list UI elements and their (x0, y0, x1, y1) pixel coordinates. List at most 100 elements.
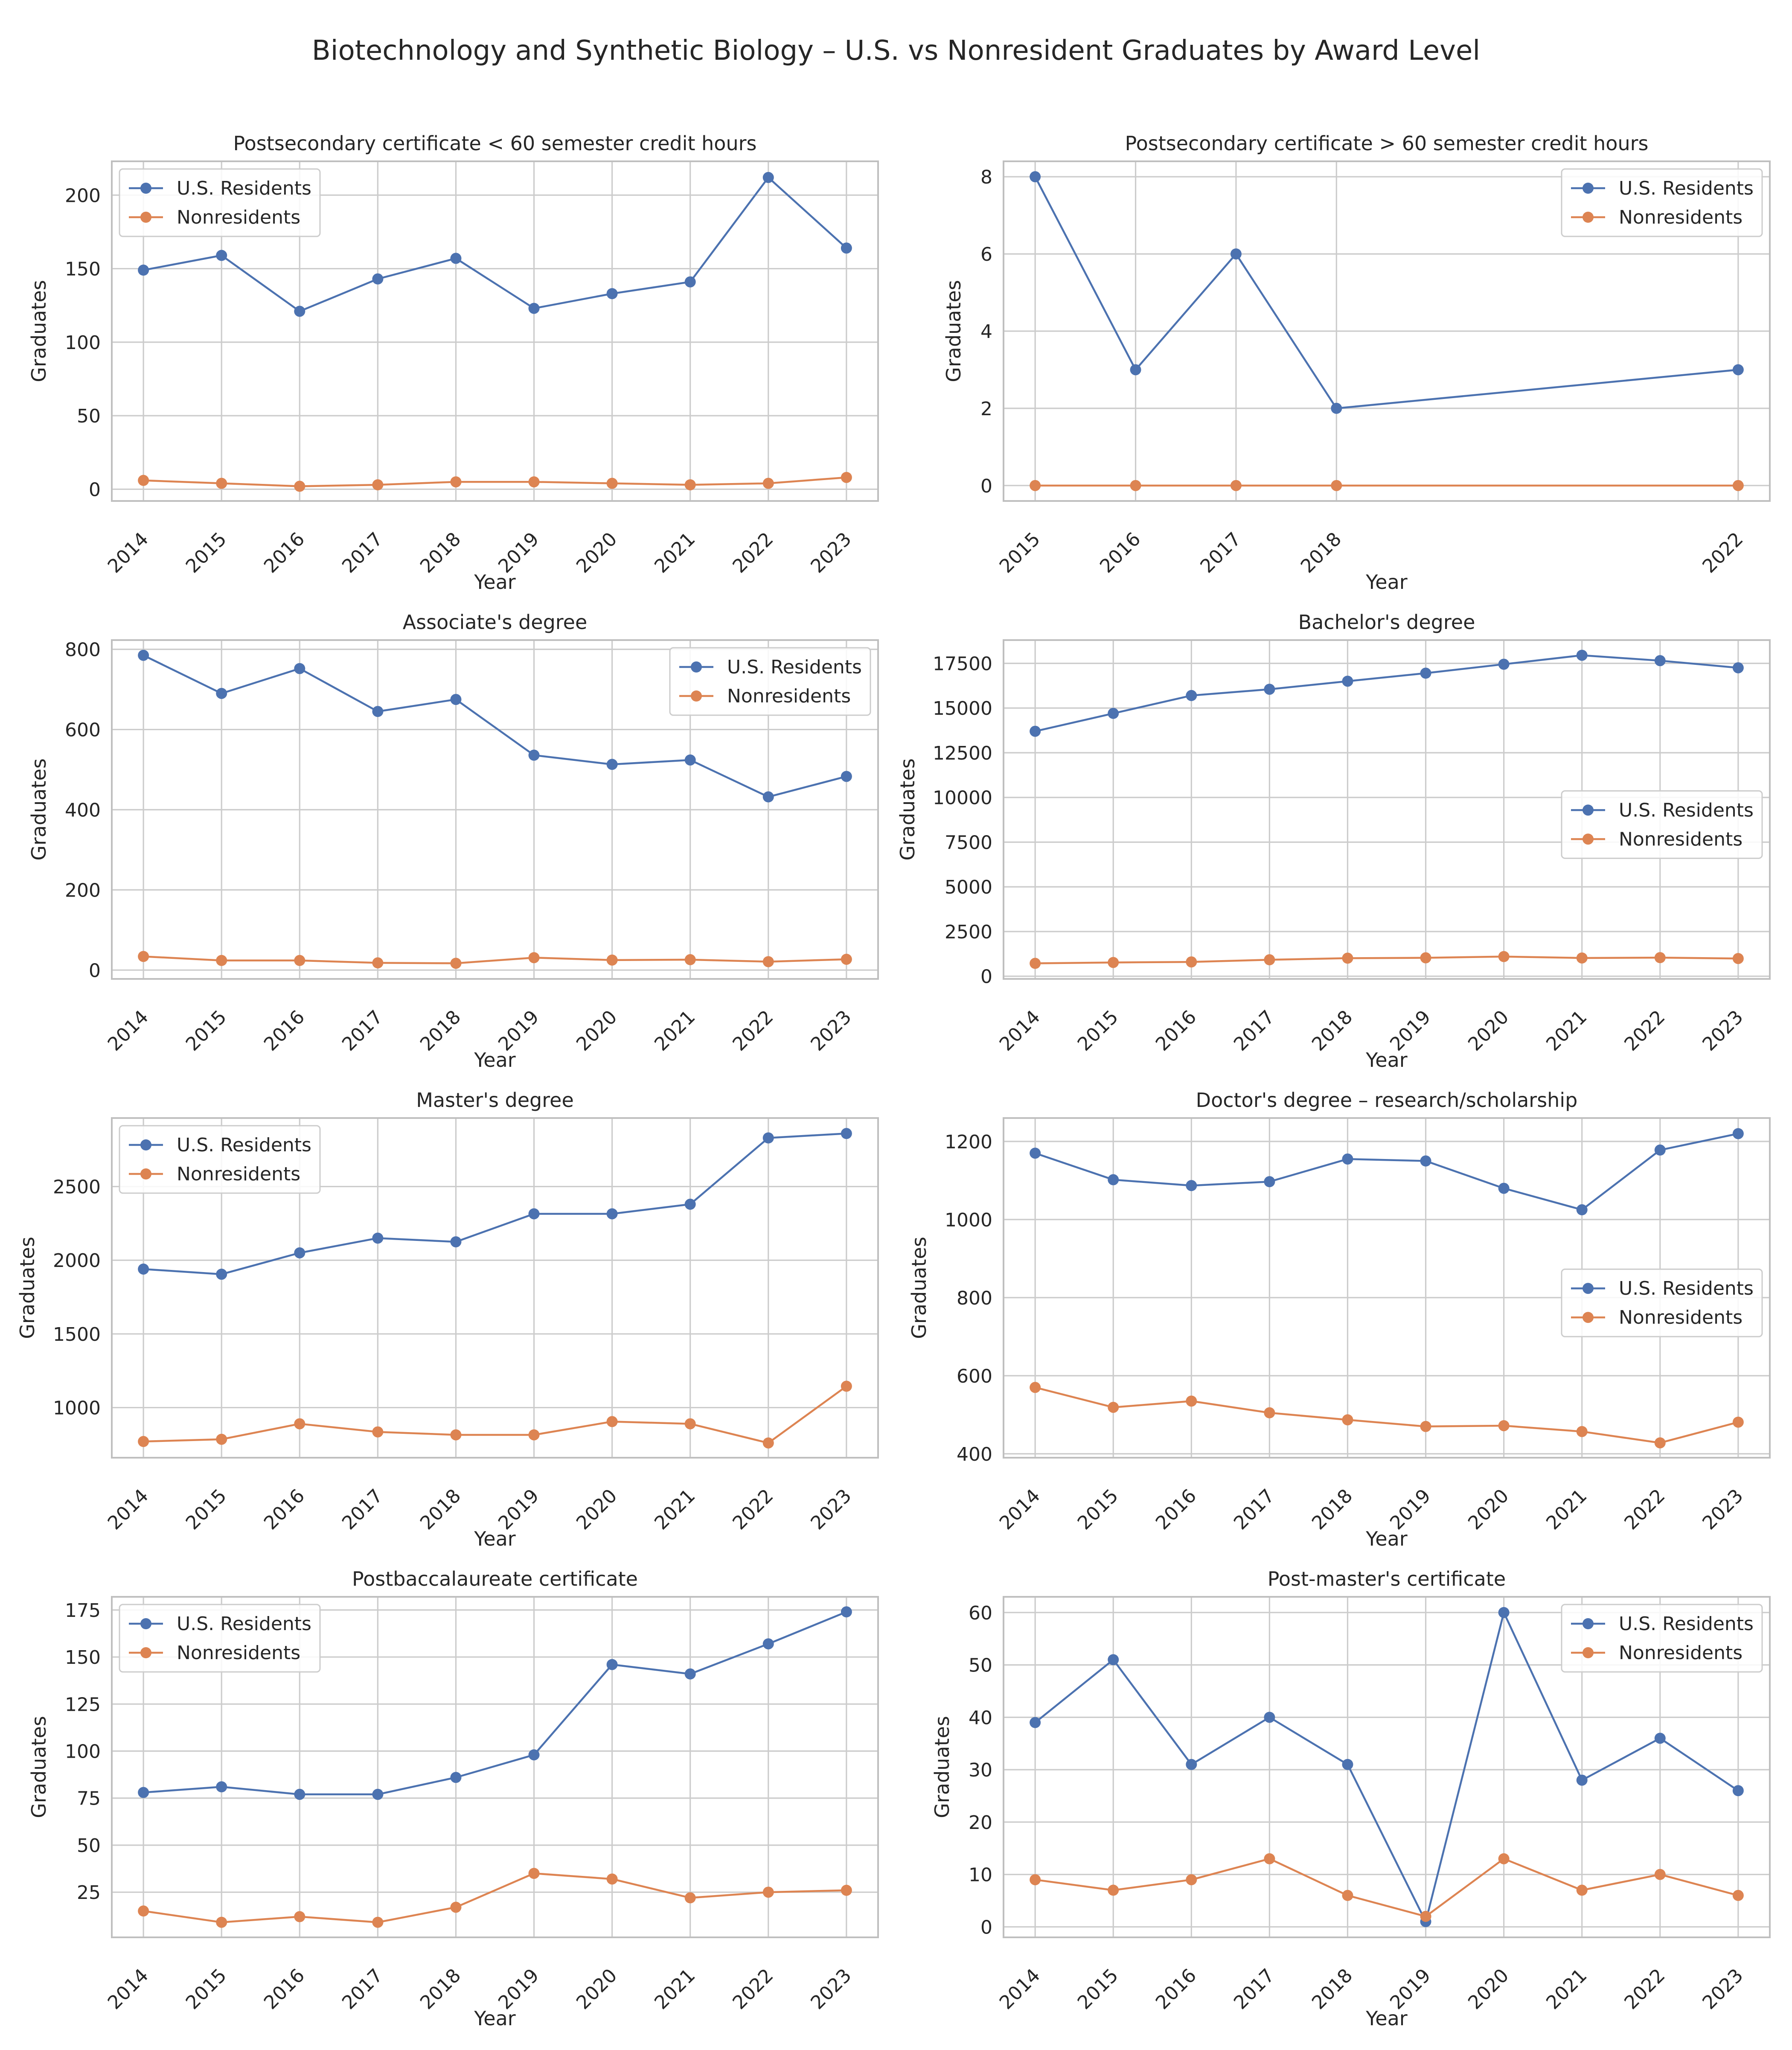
nonresidents-point (216, 955, 227, 966)
us-residents-point (1030, 725, 1041, 737)
us-residents-point (1342, 1759, 1353, 1770)
y-tick-label: 2 (980, 398, 992, 420)
us-residents-point (528, 1208, 540, 1220)
y-tick-label: 2500 (945, 921, 992, 943)
us-residents-point (1108, 708, 1119, 719)
nonresidents-point (294, 1418, 305, 1430)
y-tick-label: 0 (89, 479, 101, 501)
y-tick-label: 600 (957, 1366, 992, 1387)
us-residents-point (138, 649, 149, 661)
nonresidents-point (1108, 1401, 1119, 1413)
nonresidents-point (841, 1380, 852, 1392)
y-tick-label: 0 (980, 1916, 992, 1938)
nonresidents-point (1498, 951, 1510, 962)
legend: U.S. Residents Nonresidents (119, 1604, 321, 1673)
nonresidents-point (450, 476, 462, 488)
y-tick-label: 7500 (945, 832, 992, 853)
us-residents-point (372, 273, 384, 285)
nonresidents-point (1108, 1884, 1119, 1896)
us-residents-point (216, 250, 227, 261)
plot-frame (1003, 639, 1771, 980)
nonresidents-point (294, 955, 305, 966)
nonresidents-point (1264, 954, 1275, 966)
nonresidents-point (1186, 1395, 1197, 1407)
us-residents-line (1034, 1611, 1739, 1923)
plot-frame (111, 639, 879, 980)
us-residents-point (138, 1263, 149, 1275)
us-residents-point (294, 306, 305, 317)
us-residents-point (1576, 649, 1588, 661)
y-tick-label: 2000 (53, 1250, 101, 1272)
nonresidents-point (1732, 1416, 1744, 1428)
us-residents-point (1130, 364, 1141, 376)
nonresidents-point (1130, 480, 1141, 491)
us-residents-point (1342, 676, 1353, 687)
nonresidents-point (1186, 956, 1197, 968)
y-tick-label: 8 (980, 166, 992, 188)
legend-marker (1583, 212, 1594, 223)
nonresidents-point (1030, 480, 1041, 491)
x-axis-label: Year (474, 1527, 515, 1550)
nonresidents-point (684, 954, 696, 965)
plot-frame (1003, 1596, 1771, 1938)
us-residents-line (143, 654, 847, 798)
nonresidents-point (1342, 1890, 1353, 1901)
nonresidents-point (1186, 1874, 1197, 1885)
y-tick-label: 1500 (53, 1324, 101, 1345)
nonresidents-point (684, 479, 696, 491)
us-residents-line (143, 1611, 847, 1796)
legend-label: Nonresidents (177, 1642, 300, 1664)
legend-label: Nonresidents (1619, 207, 1743, 228)
us-residents-point (216, 687, 227, 699)
y-tick-label: 4 (980, 321, 992, 343)
legend-box (1561, 1604, 1763, 1673)
us-residents-point (528, 749, 540, 761)
x-axis-label: Year (1365, 571, 1407, 594)
y-tick-label: 0 (980, 475, 992, 497)
legend-label: U.S. Residents (177, 1613, 311, 1635)
y-tick-label: 20 (969, 1812, 992, 1834)
nonresidents-point (606, 478, 618, 489)
y-axis-label: Graduates (896, 758, 919, 861)
us-residents-point (1654, 655, 1666, 667)
nonresidents-point (450, 1901, 462, 1913)
nonresidents-point (372, 957, 384, 969)
nonresidents-point (1654, 1437, 1666, 1449)
nonresidents-point (841, 472, 852, 483)
y-tick-label: 10000 (933, 787, 992, 809)
us-residents-line (1035, 1133, 1739, 1211)
nonresidents-point (606, 1416, 618, 1427)
legend-label: Nonresidents (1619, 1642, 1743, 1664)
y-tick-label: 400 (957, 1444, 992, 1465)
nonresidents-point (372, 479, 384, 491)
us-residents-point (216, 1269, 227, 1280)
nonresidents-point (138, 1905, 149, 1917)
us-residents-point (1498, 1607, 1510, 1618)
us-residents-point (762, 172, 774, 183)
nonresidents-point (684, 1418, 696, 1430)
subplot-title: Postsecondary certificate < 60 semester … (233, 132, 757, 155)
y-tick-label: 60 (969, 1602, 992, 1624)
y-tick-label: 100 (65, 332, 101, 354)
us-residents-point (294, 1247, 305, 1258)
nonresidents-point (762, 956, 774, 967)
us-residents-point (1186, 1759, 1197, 1770)
nonresidents-point (1498, 1853, 1510, 1864)
legend-box (669, 647, 871, 716)
y-tick-label: 2500 (53, 1176, 101, 1198)
us-residents-point (138, 264, 149, 276)
us-residents-point (841, 1606, 852, 1618)
y-tick-label: 800 (65, 639, 101, 661)
x-axis-label: Year (474, 571, 515, 594)
y-tick-label: 200 (65, 185, 101, 207)
legend-label: U.S. Residents (1619, 1278, 1754, 1299)
subplot-title: Postbaccalaureate certificate (352, 1567, 638, 1590)
plot-frame (1003, 160, 1771, 502)
y-axis-label: Graduates (908, 1237, 931, 1339)
x-axis-label: Year (1365, 1048, 1407, 1072)
us-residents-point (1498, 658, 1510, 670)
us-residents-point (684, 1199, 696, 1210)
legend-marker (140, 1168, 151, 1179)
nonresidents-point (1420, 952, 1431, 964)
